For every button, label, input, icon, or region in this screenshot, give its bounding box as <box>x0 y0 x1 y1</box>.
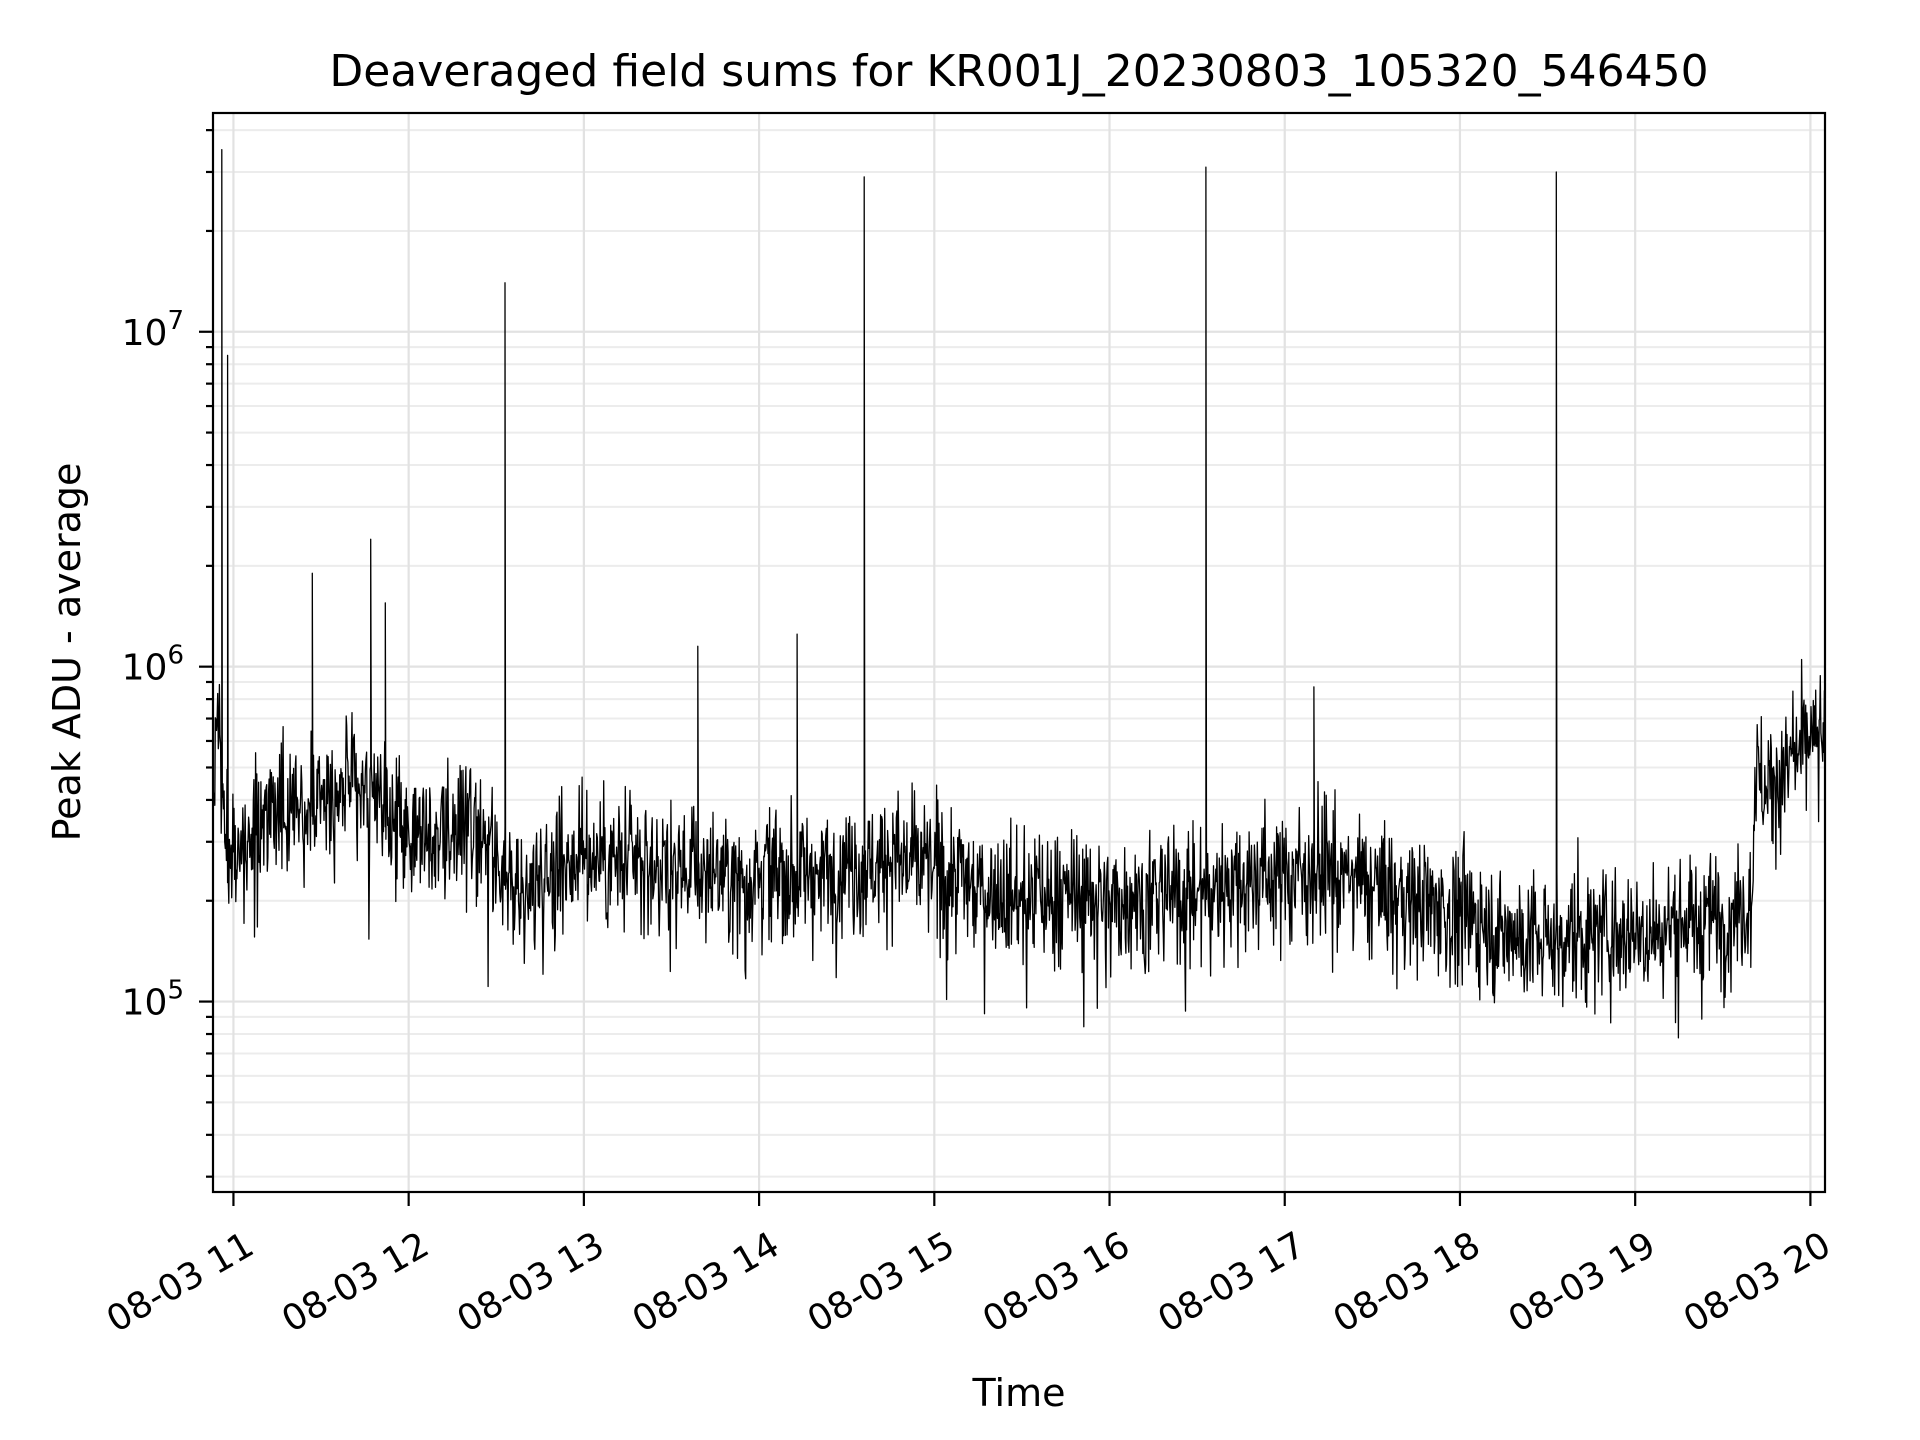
series-layer <box>212 148 1826 1039</box>
y-tick-label: 107 <box>122 306 184 354</box>
x-axis-label: Time <box>972 1371 1066 1415</box>
y-tick-label: 106 <box>122 641 184 689</box>
y-axis-label: Peak ADU - average <box>45 463 89 842</box>
y-tick-label: 105 <box>122 976 184 1024</box>
chart-title: Deaveraged field sums for KR001J_2023080… <box>329 46 1708 97</box>
y-axis: 105 106 107 <box>122 129 213 1178</box>
plot-frame <box>211 111 1827 1194</box>
series-line-0 <box>212 148 1826 1039</box>
